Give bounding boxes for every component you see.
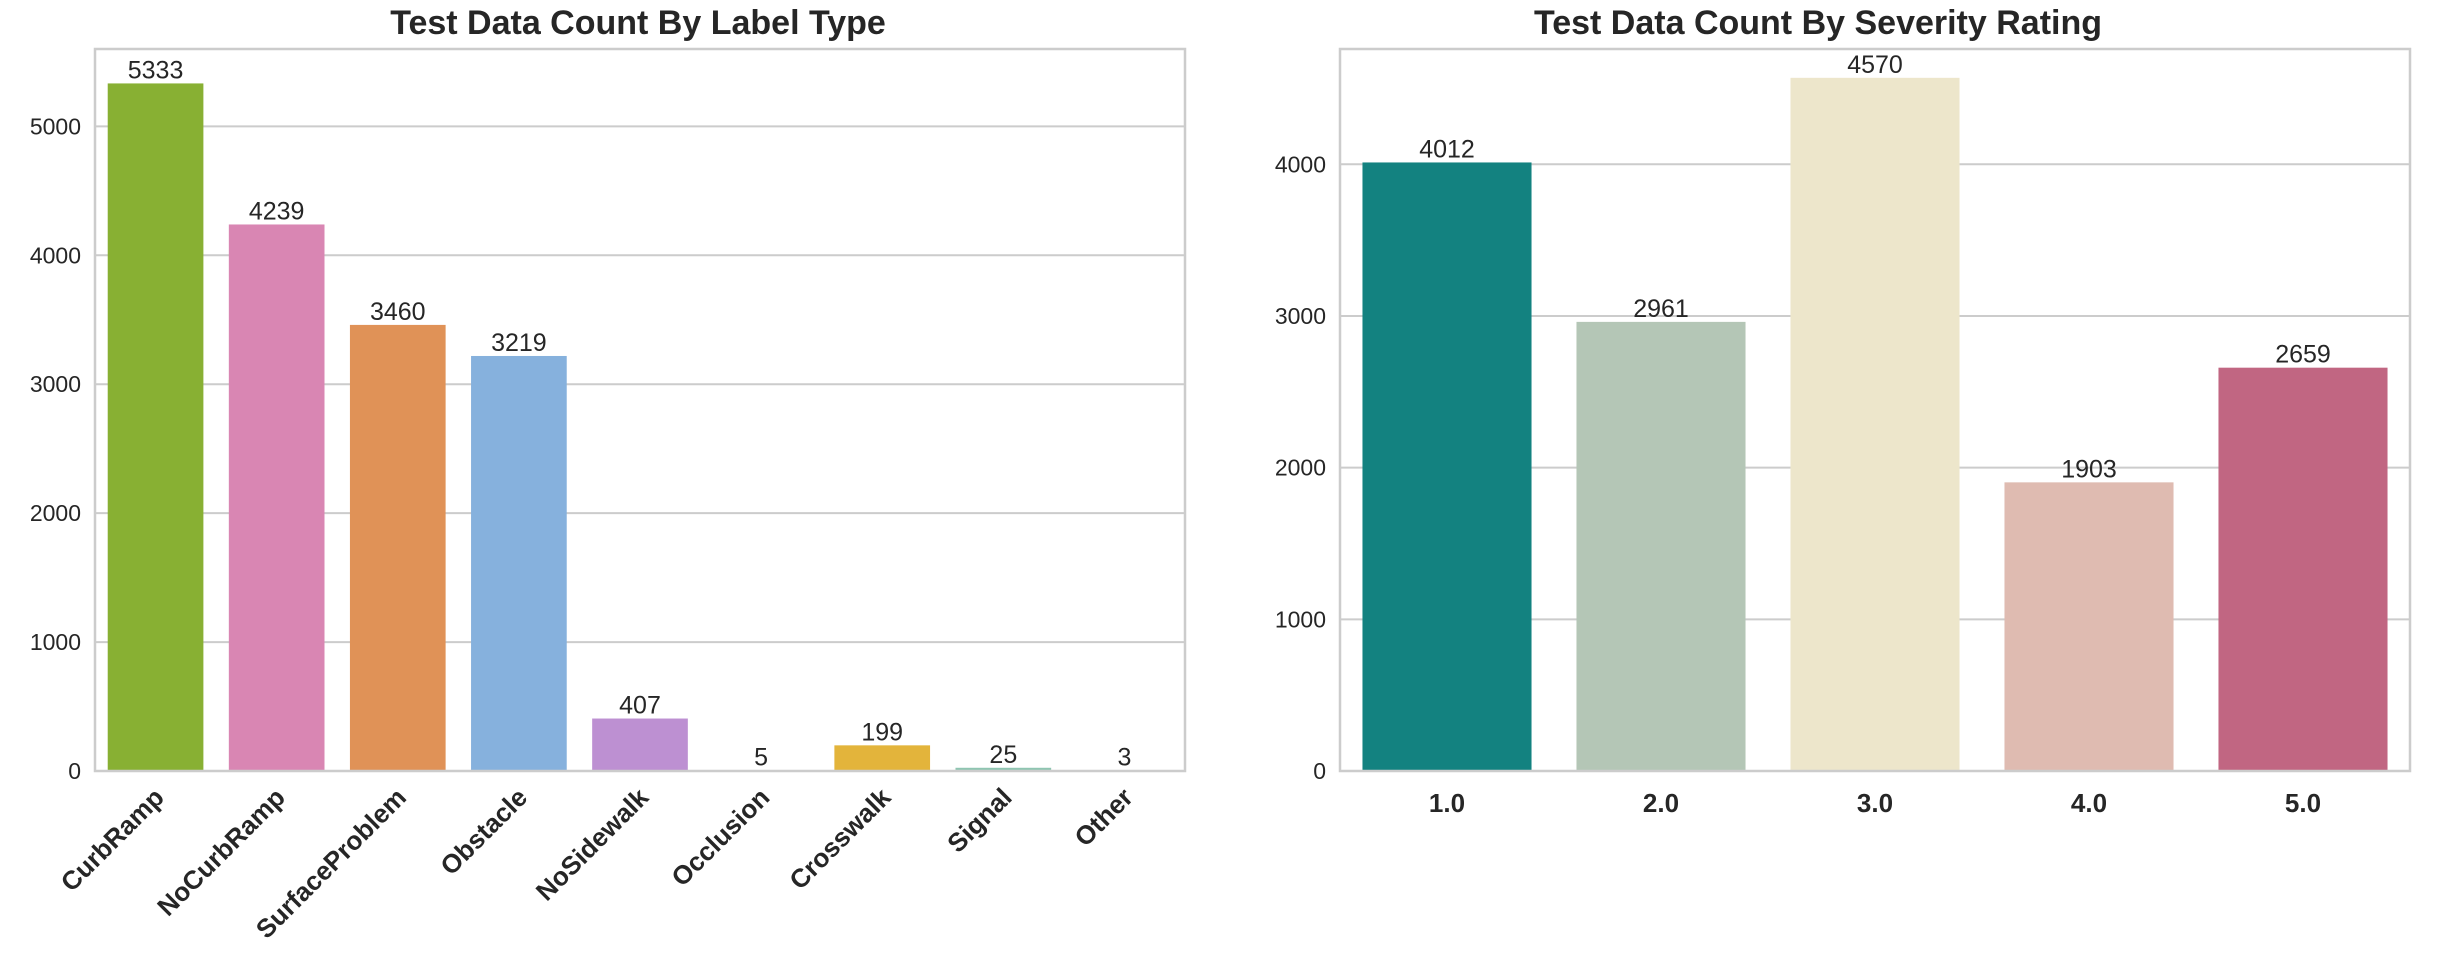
x-tick-label: Obstacle [434,782,533,881]
y-tick-label: 2000 [30,500,81,526]
x-tick-label: Occlusion [665,782,775,892]
label-type-chart: Test Data Count By Label Type 5333423934… [30,4,1187,944]
bar [1790,77,1960,771]
bar [107,83,204,771]
data-label: 3460 [370,298,426,326]
bar [349,324,446,771]
y-tick-label: 0 [1313,758,1326,784]
bar [1362,162,1532,771]
y-tick-label: 5000 [30,113,81,139]
plot-frame [1338,47,2412,773]
y-tick-label: 3000 [30,371,81,397]
data-label: 4012 [1419,135,1475,163]
y-tick-label: 1000 [30,629,81,655]
x-tick-label: 4.0 [2071,788,2107,818]
bar [2004,482,2174,771]
plot-frame [93,47,1187,773]
y-tick-label: 1000 [1275,606,1326,632]
severity-rating-chart: Test Data Count By Severity Rating 4012 2… [1275,4,2412,818]
x-tick-label: 1.0 [1429,788,1465,818]
x-tick-label: NoSidewalk [530,782,655,907]
data-label: 25 [989,741,1017,769]
data-label: 5333 [128,56,184,84]
bar [471,355,567,771]
data-label: 199 [861,718,903,746]
data-label: 5 [754,743,768,771]
bar [592,718,688,771]
chart-title: Test Data Count By Label Type [390,4,886,42]
data-label: 3219 [491,329,547,357]
x-tick-label: NoCurbRamp [151,782,291,922]
data-label: 407 [619,692,661,720]
chart-title: Test Data Count By Severity Rating [1534,4,2102,42]
data-label: 3 [1117,744,1131,772]
x-tick-label: Crosswalk [783,782,897,896]
y-tick-label: 2000 [1275,455,1326,481]
data-label: 4239 [249,197,305,225]
y-tick-label: 0 [68,758,81,784]
bar [1576,321,1746,771]
data-label: 2961 [1633,295,1689,323]
bar [834,745,931,771]
data-label: 4570 [1847,51,1903,79]
y-tick-label: 3000 [1275,303,1326,329]
x-tick-label: Signal [941,782,1017,858]
bar [955,767,1052,771]
y-tick-label: 4000 [1275,151,1326,177]
bar [228,224,325,771]
bar [2218,367,2388,771]
data-label: 1903 [2061,455,2117,483]
x-tick-label: Other [1068,782,1138,852]
x-tick-label: 5.0 [2285,788,2321,818]
data-label: 2659 [2275,341,2331,369]
y-tick-label: 4000 [30,242,81,268]
x-tick-label: 2.0 [1643,788,1679,818]
x-tick-label: CurbRamp [55,782,170,897]
x-tick-label: 3.0 [1857,788,1893,818]
